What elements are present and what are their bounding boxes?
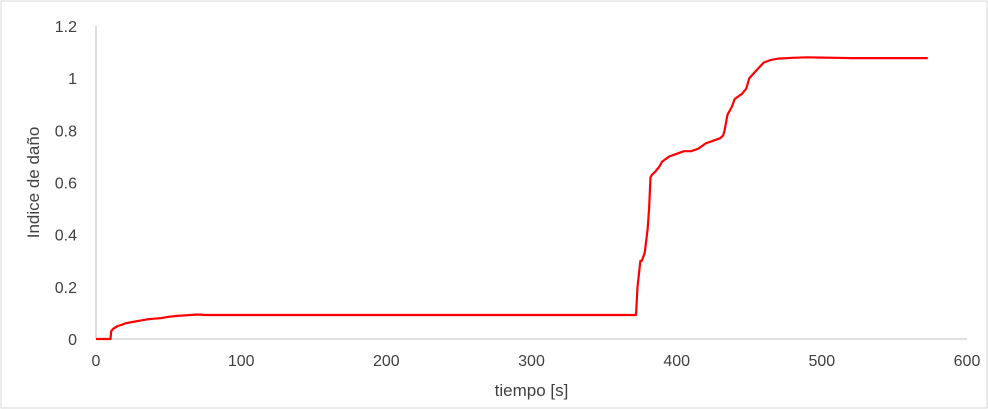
x-axis-title: tiempo [s] xyxy=(495,381,569,400)
x-tick-label: 0 xyxy=(92,353,101,370)
x-tick-label: 500 xyxy=(808,353,835,370)
y-tick-label: 0.8 xyxy=(55,123,77,140)
series-layer xyxy=(96,56,928,341)
y-tick-label: 0.6 xyxy=(55,176,77,193)
x-tick-labels: 0 100 200 300 400 500 600 xyxy=(92,353,981,370)
y-tick-label: 0.2 xyxy=(55,280,77,297)
y-tick-labels: 0 0.2 0.4 0.6 0.8 1 1.2 xyxy=(55,19,77,349)
x-tick-label: 100 xyxy=(228,353,255,370)
axes xyxy=(95,26,967,340)
x-tick-label: 200 xyxy=(373,353,400,370)
x-tick-label: 600 xyxy=(954,353,981,370)
x-tick-label: 400 xyxy=(663,353,690,370)
x-tick-label: 300 xyxy=(518,353,545,370)
y-tick-label: 0.4 xyxy=(55,228,77,245)
y-tick-label: 1.2 xyxy=(55,19,77,36)
y-axis-title: Indice de daño xyxy=(24,127,43,239)
series-line xyxy=(96,56,928,341)
y-tick-label: 0 xyxy=(68,332,77,349)
y-tick-label: 1 xyxy=(68,71,77,88)
